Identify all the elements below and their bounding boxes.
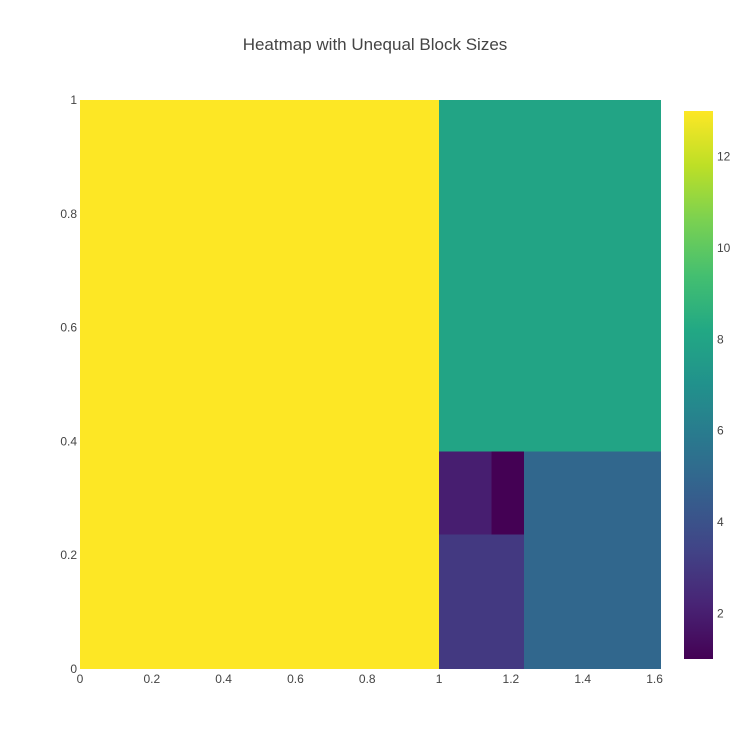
y-tick-label: 0.6 <box>60 321 77 335</box>
heatmap-cell-3 <box>439 534 524 669</box>
heatmap-cell-0 <box>80 100 440 669</box>
chart-title: Heatmap with Unequal Block Sizes <box>243 35 508 54</box>
y-tick-label: 0.8 <box>60 207 77 221</box>
colorbar-tick-label: 4 <box>717 515 724 529</box>
y-tick-label: 0.4 <box>60 434 77 448</box>
colorbar-tick-label: 2 <box>717 606 724 620</box>
x-tick-label: 0.6 <box>287 672 304 686</box>
y-axis: 0 0.2 0.4 0.6 0.8 1 <box>60 93 77 676</box>
y-tick-label: 1 <box>70 93 77 107</box>
x-tick-label: 0.4 <box>215 672 232 686</box>
x-tick-label: 0 <box>77 672 84 686</box>
x-tick-label: 1.2 <box>503 672 520 686</box>
x-axis: 0 0.2 0.4 0.6 0.8 1 1.2 1.4 1.6 <box>77 672 664 686</box>
plot-area <box>80 100 661 669</box>
heatmap-cell-2 <box>523 451 661 669</box>
x-tick-label: 0.8 <box>359 672 376 686</box>
x-tick-label: 1.4 <box>574 672 591 686</box>
colorbar: 2 4 6 8 10 12 <box>684 111 731 659</box>
x-tick-label: 1 <box>436 672 443 686</box>
colorbar-tick-label: 8 <box>717 332 724 346</box>
y-tick-label: 0.2 <box>60 548 77 562</box>
colorbar-gradient <box>684 111 713 659</box>
x-tick-label: 1.6 <box>646 672 663 686</box>
heatmap-cell-5 <box>491 451 524 535</box>
heatmap-cell-4 <box>439 451 492 535</box>
heatmap-cell-1 <box>439 100 661 452</box>
x-tick-label: 0.2 <box>143 672 160 686</box>
colorbar-tick-label: 6 <box>717 424 724 438</box>
y-tick-label: 0 <box>70 662 77 676</box>
colorbar-tick-label: 10 <box>717 241 731 255</box>
colorbar-tick-label: 12 <box>717 150 731 164</box>
